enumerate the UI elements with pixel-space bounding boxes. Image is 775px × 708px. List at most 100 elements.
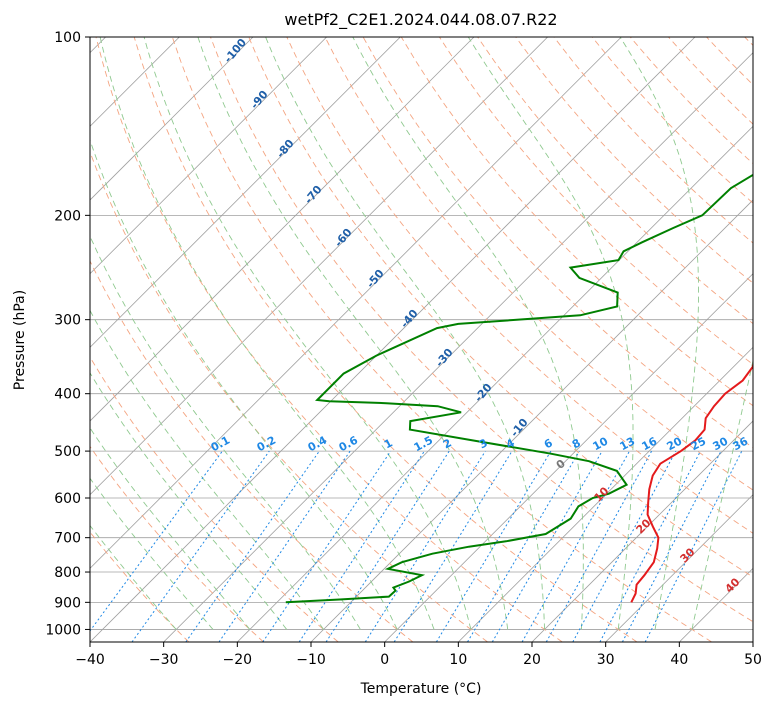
wetbulb-label: 40 — [723, 575, 743, 595]
mixing-ratio-label: 20 — [665, 434, 685, 453]
y-tick-label: 600 — [54, 491, 81, 507]
dry-adiabat-line — [90, 445, 264, 642]
moist-adiabat-label: -60 — [332, 226, 355, 250]
isotherm-line — [90, 37, 254, 201]
moist-adiabat-line — [197, 37, 509, 630]
mixing-ratio-line — [491, 450, 603, 642]
isotherm-line — [90, 37, 401, 348]
axes: −40 −30 −20 −10 0 10 20 30 40 5010020030040050060… — [45, 30, 762, 668]
moist-adiabat-label: -50 — [364, 267, 387, 291]
x-tick-label: −10 — [296, 652, 326, 668]
moist-adiabat-line — [90, 235, 361, 630]
y-tick-label: 700 — [54, 531, 81, 547]
moist-adiabat-line — [90, 372, 288, 630]
y-tick-label: 100 — [54, 30, 81, 46]
isotherm-line — [90, 37, 327, 275]
mixing-ratio-line — [545, 450, 653, 642]
temperature-profile-line — [630, 360, 753, 603]
mixing-ratio-line — [90, 450, 223, 632]
y-tick-label: 500 — [54, 444, 81, 460]
isotherm-line — [531, 420, 753, 642]
isotherm-line — [458, 346, 753, 642]
x-tick-label: −20 — [223, 652, 253, 668]
background-lines — [90, 37, 753, 642]
moist-adiabat-line — [352, 37, 584, 630]
mixing-ratio-label: 4 — [504, 436, 517, 451]
moist-adiabat-line — [143, 37, 472, 630]
dry-adiabat-line — [286, 37, 753, 534]
moist-adiabat-label: -90 — [248, 88, 271, 112]
isotherm-line — [90, 37, 548, 496]
isotherm-line — [90, 37, 696, 642]
isotherm-line — [237, 125, 753, 642]
chart-title: wetPf2_C2E1.2024.044.08.07.R22 — [284, 10, 557, 30]
dry-adiabat-line — [706, 37, 753, 86]
mixing-ratio-label: 25 — [689, 435, 709, 454]
mixing-ratio-line — [298, 450, 425, 642]
mixing-ratio-line — [131, 450, 270, 642]
dry-adiabat-line — [744, 37, 753, 47]
plot-frame — [89, 36, 754, 643]
mixing-ratio-label: 36 — [731, 434, 751, 453]
moist-adiabat-label: -100 — [221, 36, 249, 66]
mixing-ratio-label: 8 — [570, 436, 583, 451]
mixing-ratio-line — [393, 450, 513, 642]
mixing-ratio-line — [262, 450, 392, 642]
mixing-ratio-line — [218, 450, 351, 642]
dry-adiabat-line — [90, 259, 414, 642]
mixing-ratio-line — [325, 450, 450, 642]
dry-adiabat-line — [324, 37, 753, 491]
mixing-ratio-label: 16 — [640, 434, 660, 453]
mixing-ratio-line — [572, 450, 677, 642]
y-tick-label: 800 — [54, 565, 81, 581]
y-tick-label: 300 — [54, 313, 81, 329]
moist-adiabat-line — [90, 524, 177, 630]
mixing-ratio-line — [364, 450, 486, 642]
isotherm-line — [90, 37, 475, 422]
dewpoint-profile-line — [285, 173, 753, 604]
mixing-ratio-label: 2 — [441, 436, 454, 451]
moist-adiabat-line — [90, 427, 251, 630]
isotherm-line — [163, 52, 753, 642]
x-tick-label: 40 — [670, 652, 688, 668]
dry-adiabat-line — [553, 37, 753, 244]
moist-adiabat-line — [691, 358, 753, 630]
dry-adiabat-line — [210, 37, 753, 623]
y-tick-label: 400 — [54, 387, 81, 403]
mixing-ratio-label: 10 — [591, 434, 611, 453]
moist-adiabat-line — [467, 37, 634, 630]
x-tick-label: 50 — [744, 652, 762, 668]
y-tick-label: 900 — [54, 595, 81, 611]
moist-adiabat-label: -10 — [508, 416, 531, 440]
dry-adiabat-line — [171, 37, 712, 642]
dry-adiabat-line — [439, 37, 753, 365]
moist-adiabat-label: -80 — [274, 137, 297, 161]
isotherm-line — [90, 37, 622, 569]
dry-adiabat-line — [515, 37, 753, 284]
moist-adiabat-line — [99, 37, 435, 630]
moist-adiabat-label: -40 — [398, 307, 421, 331]
moist-adiabat-line — [90, 477, 214, 630]
x-axis-title: Temperature (°C) — [360, 681, 482, 697]
y-tick-label: 1000 — [45, 622, 81, 638]
moist-adiabat-label: -70 — [302, 183, 325, 207]
x-tick-label: −30 — [149, 652, 179, 668]
zero-isotherm-label: 0 — [554, 457, 568, 472]
mixing-ratio-label: 30 — [711, 434, 731, 453]
mixing-ratio-line — [521, 450, 630, 642]
isotherm-line — [384, 273, 753, 642]
wetbulb-label: 30 — [678, 545, 698, 565]
x-tick-label: −40 — [75, 652, 105, 668]
y-axis-title: Pressure (hPa) — [12, 290, 28, 390]
mixing-ratio-label: 6 — [542, 436, 555, 451]
x-tick-label: 20 — [523, 652, 541, 668]
mixing-ratio-line — [644, 450, 743, 642]
mixing-ratio-line — [185, 450, 320, 642]
dry-adiabat-line — [95, 37, 563, 642]
dry-adiabat-line — [90, 150, 488, 642]
mixing-ratio-label: 13 — [618, 435, 638, 454]
mixing-ratio-line — [467, 450, 580, 642]
moist-adiabat-line — [619, 37, 699, 630]
moist-adiabat-line — [90, 309, 324, 630]
